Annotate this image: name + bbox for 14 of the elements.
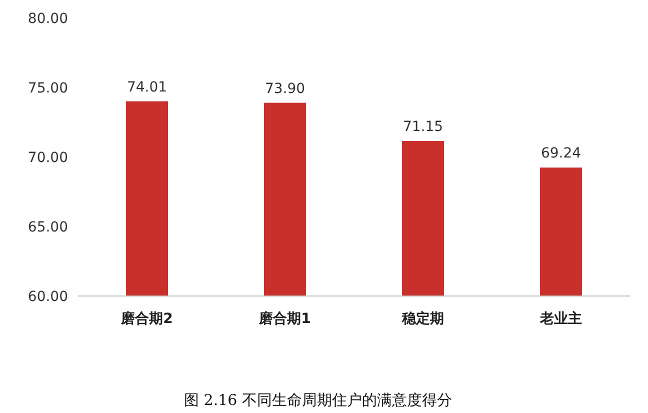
x-tick-label: 老业主 (539, 310, 582, 327)
y-tick-label: 65.00 (28, 220, 68, 236)
data-label: 74.01 (126, 79, 168, 96)
x-tick-label: 稳定期 (401, 310, 444, 327)
y-tick-label: 70.00 (28, 150, 68, 166)
x-tick-label: 磨合期2 (120, 310, 173, 327)
data-label: 71.15 (402, 119, 444, 136)
data-label: 73.90 (264, 80, 306, 97)
x-tick-label: 磨合期1 (258, 310, 311, 327)
y-tick-label: 80.00 (28, 11, 68, 27)
data-label: 69.24 (540, 146, 582, 162)
y-tick-label: 75.00 (28, 80, 68, 96)
text: 图 2.16 不同生命周期住户的满意度得分 (184, 391, 452, 409)
y-tick-label: 60.00 (28, 289, 68, 305)
